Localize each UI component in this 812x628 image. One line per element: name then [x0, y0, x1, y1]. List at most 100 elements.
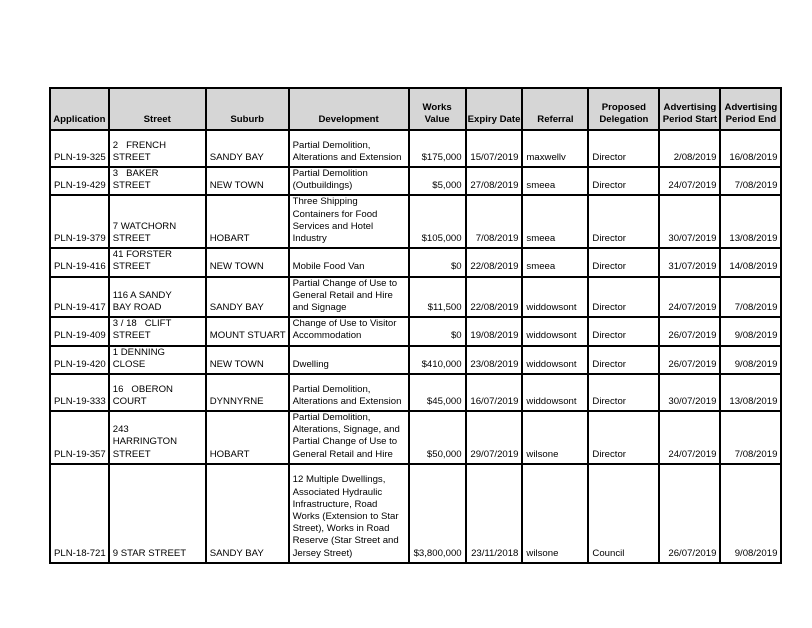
column-header-application: Application — [49, 87, 110, 131]
cell-referral: wilsone — [521, 462, 590, 564]
cell-expiry-date: 16/07/2019 — [464, 373, 524, 413]
cell-suburb: NEW TOWN — [204, 247, 290, 278]
cell-works-value: $175,000 — [407, 129, 467, 168]
cell-advertising-period-start: 26/07/2019 — [658, 344, 722, 376]
cell-application: PLN-19-416 — [49, 247, 110, 278]
cell-advertising-period-start: 24/07/2019 — [658, 165, 722, 197]
cell-proposed-delegation: Council — [587, 462, 661, 564]
cell-development: 12 Multiple Dwellings, Associated Hydrau… — [287, 462, 410, 564]
cell-application: PLN-19-357 — [49, 410, 110, 465]
cell-proposed-delegation: Director — [587, 129, 661, 168]
cell-referral: smeea — [521, 247, 590, 278]
column-header-suburb: Suburb — [204, 87, 290, 131]
cell-proposed-delegation: Director — [587, 194, 661, 250]
cell-development: Dwelling — [287, 344, 410, 376]
cell-works-value: $3,800,000 — [407, 462, 467, 564]
table-row: PLN-19-325 2 FRENCH STREET SANDY BAY Par… — [49, 129, 783, 168]
table-header-row: Application Street Suburb Development Wo… — [49, 87, 783, 131]
cell-advertising-period-start: 24/07/2019 — [658, 410, 722, 465]
cell-works-value: $45,000 — [407, 373, 467, 413]
cell-proposed-delegation: Director — [587, 275, 661, 319]
cell-advertising-period-end: 16/08/2019 — [719, 129, 783, 168]
cell-advertising-period-end: 14/08/2019 — [719, 247, 783, 278]
table-row: PLN-19-333 16 OBERON COURT DYNNYRNE Part… — [49, 373, 783, 413]
cell-referral: widdowsont — [521, 373, 590, 413]
cell-proposed-delegation: Director — [587, 410, 661, 465]
cell-application: PLN-19-325 — [49, 129, 110, 168]
cell-suburb: HOBART — [204, 410, 290, 465]
column-header-advertising-period-end: Advertising Period End — [719, 87, 783, 131]
cell-referral: widdowsont — [521, 275, 590, 319]
table-row: PLN-18-721 9 STAR STREET SANDY BAY 12 Mu… — [49, 462, 783, 564]
cell-development: Partial Demolition, Alterations and Exte… — [287, 373, 410, 413]
column-header-expiry-date: Expiry Date — [464, 87, 524, 131]
column-header-proposed-delegation: Proposed Delegation — [587, 87, 661, 131]
cell-street: 3 / 18 CLIFT STREET — [107, 316, 207, 347]
cell-advertising-period-start: 26/07/2019 — [658, 462, 722, 564]
cell-development: Change of Use to Visitor Accommodation — [287, 316, 410, 347]
table-row: PLN-19-420 1 DENNING CLOSE NEW TOWN Dwel… — [49, 344, 783, 376]
cell-suburb: DYNNYRNE — [204, 373, 290, 413]
cell-expiry-date: 29/07/2019 — [464, 410, 524, 465]
cell-street: 2 FRENCH STREET — [107, 129, 207, 168]
cell-development: Three Shipping Containers for Food Servi… — [287, 194, 410, 250]
cell-proposed-delegation: Director — [587, 344, 661, 376]
table-row: PLN-19-416 41 FORSTER STREET NEW TOWN Mo… — [49, 247, 783, 278]
cell-street: 9 STAR STREET — [107, 462, 207, 564]
cell-works-value: $11,500 — [407, 275, 467, 319]
cell-advertising-period-end: 7/08/2019 — [719, 410, 783, 465]
cell-street: 116 A SANDY BAY ROAD — [107, 275, 207, 319]
planning-applications-table: Application Street Suburb Development Wo… — [49, 87, 783, 564]
table-row: PLN-19-417 116 A SANDY BAY ROAD SANDY BA… — [49, 275, 783, 319]
table-row: PLN-19-429 3 BAKER STREET NEW TOWN Parti… — [49, 165, 783, 197]
cell-advertising-period-start: 2/08/2019 — [658, 129, 722, 168]
cell-advertising-period-start: 31/07/2019 — [658, 247, 722, 278]
cell-development: Partial Demolition, Alterations and Exte… — [287, 129, 410, 168]
cell-application: PLN-19-379 — [49, 194, 110, 250]
cell-development: Partial Demolition (Outbuildings) — [287, 165, 410, 197]
cell-application: PLN-19-420 — [49, 344, 110, 376]
cell-advertising-period-end: 9/08/2019 — [719, 462, 783, 564]
cell-works-value: $5,000 — [407, 165, 467, 197]
cell-application: PLN-19-417 — [49, 275, 110, 319]
cell-expiry-date: 15/07/2019 — [464, 129, 524, 168]
cell-expiry-date: 23/11/2018 — [464, 462, 524, 564]
cell-expiry-date: 22/08/2019 — [464, 275, 524, 319]
cell-advertising-period-start: 30/07/2019 — [658, 194, 722, 250]
column-header-works-value: Works Value — [407, 87, 467, 131]
cell-advertising-period-start: 30/07/2019 — [658, 373, 722, 413]
cell-expiry-date: 7/08/2019 — [464, 194, 524, 250]
column-header-referral: Referral — [521, 87, 590, 131]
cell-advertising-period-start: 26/07/2019 — [658, 316, 722, 347]
table-row: PLN-19-357 243 HARRINGTON STREET HOBART … — [49, 410, 783, 465]
cell-development: Partial Demolition, Alterations, Signage… — [287, 410, 410, 465]
cell-works-value: $0 — [407, 316, 467, 347]
cell-suburb: NEW TOWN — [204, 344, 290, 376]
cell-advertising-period-end: 13/08/2019 — [719, 194, 783, 250]
cell-expiry-date: 22/08/2019 — [464, 247, 524, 278]
cell-works-value: $105,000 — [407, 194, 467, 250]
cell-street: 243 HARRINGTON STREET — [107, 410, 207, 465]
cell-application: PLN-19-333 — [49, 373, 110, 413]
column-header-development: Development — [287, 87, 410, 131]
cell-suburb: NEW TOWN — [204, 165, 290, 197]
cell-advertising-period-start: 24/07/2019 — [658, 275, 722, 319]
cell-referral: widdowsont — [521, 344, 590, 376]
cell-advertising-period-end: 9/08/2019 — [719, 344, 783, 376]
cell-advertising-period-end: 9/08/2019 — [719, 316, 783, 347]
cell-proposed-delegation: Director — [587, 247, 661, 278]
cell-suburb: HOBART — [204, 194, 290, 250]
cell-application: PLN-19-429 — [49, 165, 110, 197]
cell-referral: smeea — [521, 165, 590, 197]
column-header-advertising-period-start: Advertising Period Start — [658, 87, 722, 131]
cell-development: Partial Change of Use to General Retail … — [287, 275, 410, 319]
cell-referral: wilsone — [521, 410, 590, 465]
cell-development: Mobile Food Van — [287, 247, 410, 278]
column-header-street: Street — [107, 87, 207, 131]
cell-application: PLN-18-721 — [49, 462, 110, 564]
cell-proposed-delegation: Director — [587, 316, 661, 347]
cell-works-value: $50,000 — [407, 410, 467, 465]
cell-expiry-date: 27/08/2019 — [464, 165, 524, 197]
table-row: PLN-19-379 7 WATCHORN STREET HOBART Thre… — [49, 194, 783, 250]
